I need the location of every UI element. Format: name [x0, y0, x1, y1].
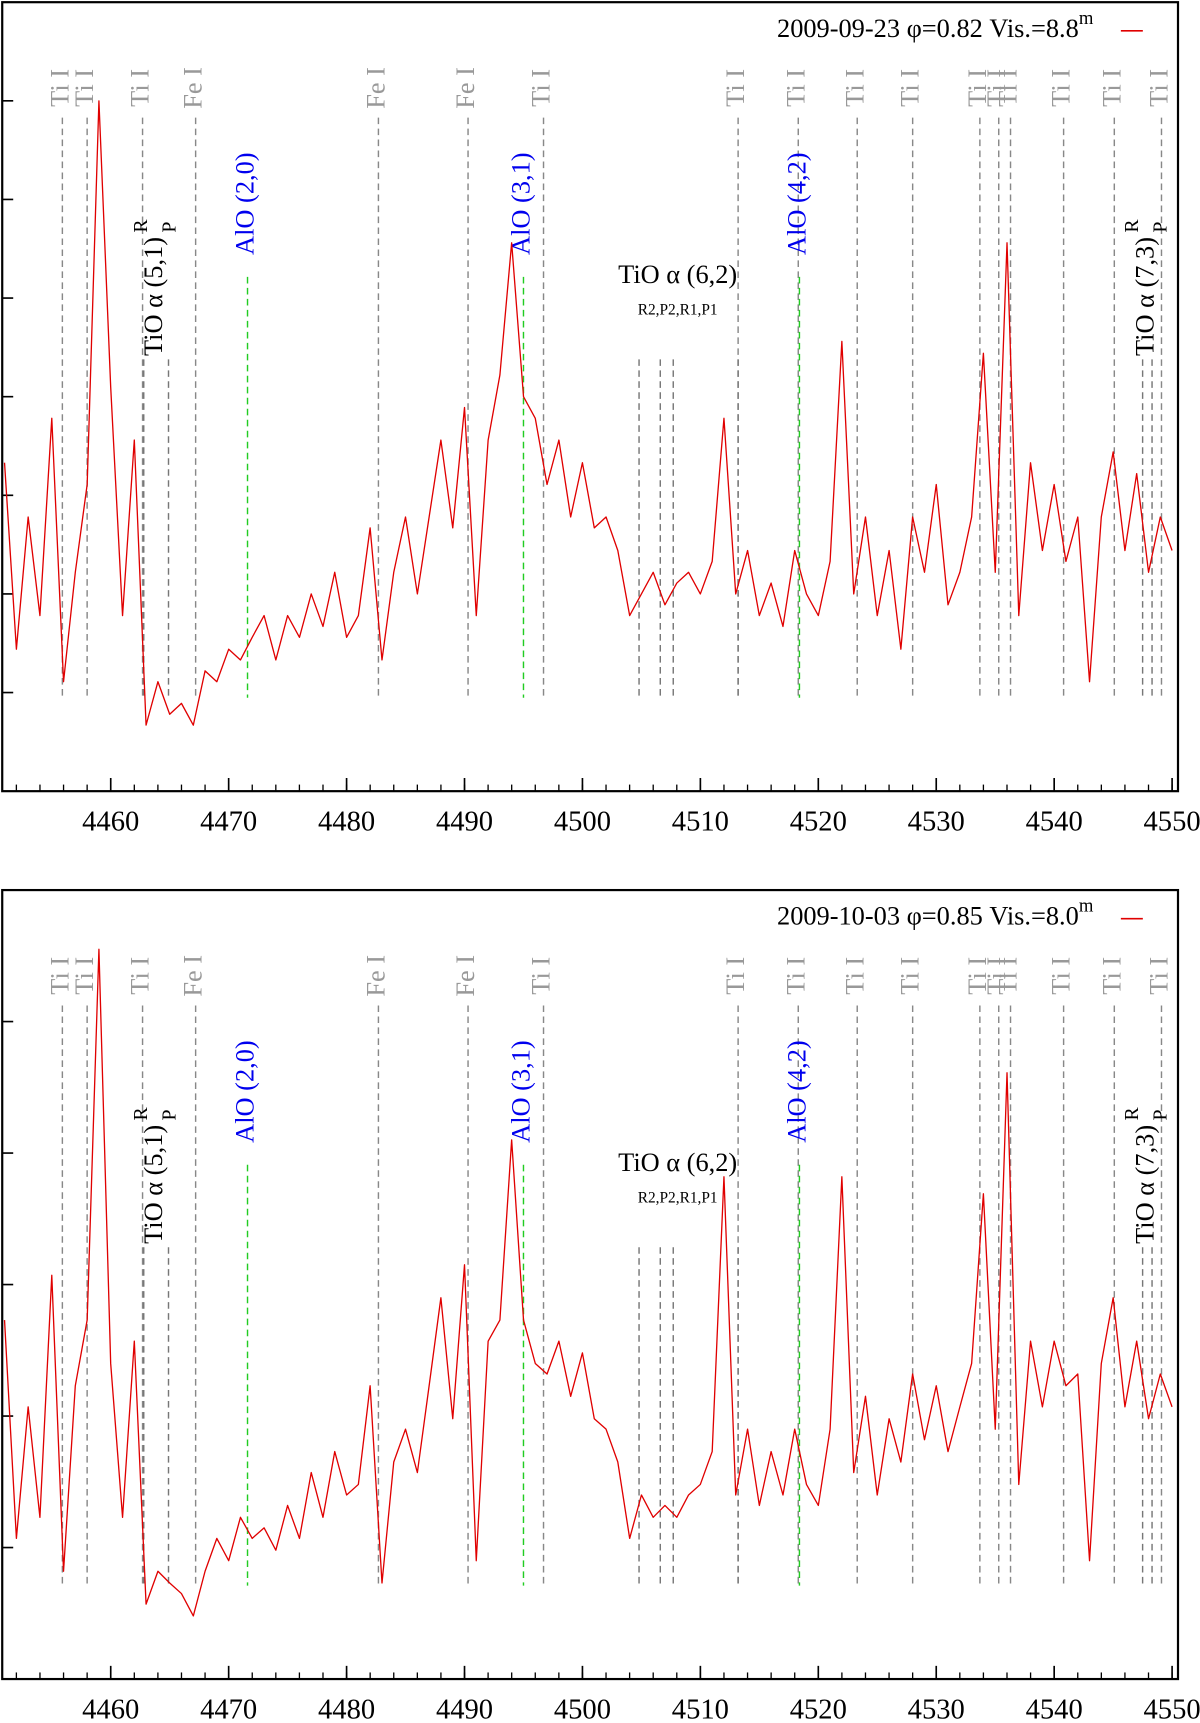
line-id-label: Ti I — [1145, 69, 1174, 107]
line-id-label: Ti I — [527, 69, 556, 107]
line-id-label: Ti I — [70, 69, 99, 107]
plot-frame — [1, 888, 1180, 1681]
legend-sup: m — [1079, 896, 1094, 917]
legend-name: 2009-10-03 φ=0.85 Vis.=8.0 — [777, 902, 1079, 931]
line-id-label: Fe I — [361, 67, 390, 109]
line-id-label: Fe I — [451, 955, 480, 997]
tio-label-sup: R — [129, 1106, 151, 1120]
line-id-label: Ti I — [896, 957, 925, 995]
legend-label: 2009-10-03 φ=0.85 Vis.=8.0m — [777, 896, 1094, 931]
x-tick-label: 4520 — [790, 807, 847, 838]
line-id-label: Ti I — [721, 957, 750, 995]
tio-label-sub: P — [158, 222, 180, 233]
alo-label: AlO (3,1) — [507, 152, 536, 255]
line-id-label: Ti I — [982, 957, 1011, 995]
line-id-label: Ti I — [126, 957, 155, 995]
line-id-label: Ti I — [963, 957, 992, 995]
tio-label-main: TiO α (5,1) — [139, 1125, 168, 1244]
tio-label: TiO α (6,2) — [618, 260, 737, 289]
line-id-label: Ti I — [45, 69, 74, 107]
tio-sublabel: R2,P2,R1,P1 — [638, 1189, 718, 1206]
x-tick-label: 4490 — [436, 807, 493, 838]
line-id-label: Ti I — [527, 957, 556, 995]
x-tick-label: 4530 — [908, 1695, 965, 1723]
spectrum-line — [3, 100, 1173, 726]
legend-name: 2009-09-23 φ=0.82 Vis.=8.8 — [777, 14, 1079, 43]
line-id-label: Ti I — [994, 69, 1023, 107]
tio-label-sup: R — [1121, 219, 1143, 233]
x-tick-label: 4460 — [82, 807, 139, 838]
legend-label: 2009-09-23 φ=0.82 Vis.=8.8m — [777, 8, 1094, 43]
line-id-label: Ti I — [45, 957, 74, 995]
line-id-label: Ti I — [840, 957, 869, 995]
line-id-label: Ti I — [1047, 69, 1076, 107]
alo-label: AlO (4,2) — [782, 1040, 811, 1143]
x-tick-label: 4540 — [1026, 1695, 1083, 1723]
tio-label: TiO α (5,1) R P — [129, 1106, 180, 1243]
spectrum-line — [3, 948, 1173, 1617]
x-tick-label: 4530 — [908, 807, 965, 838]
tio-label: TiO α (7,3) R P — [1121, 219, 1172, 356]
legend-sup: m — [1079, 8, 1094, 29]
line-id-label: Ti I — [982, 69, 1011, 107]
line-id-label: Fe I — [361, 955, 390, 997]
line-id-label: Ti I — [781, 957, 810, 995]
line-id-label: Ti I — [840, 69, 869, 107]
alo-label: AlO (2,0) — [231, 152, 260, 254]
x-tick-label: 4510 — [672, 807, 729, 838]
tio-label-sub: P — [158, 1109, 180, 1120]
tio-label-main: TiO α (7,3) — [1130, 1125, 1159, 1244]
tio-label-sub: P — [1149, 222, 1171, 233]
line-id-label: Ti I — [721, 69, 750, 107]
line-id-label: Ti I — [70, 957, 99, 995]
x-tick-label: 4500 — [554, 807, 611, 838]
alo-label: AlO (3,1) — [507, 1040, 536, 1143]
tio-label-main: TiO α (5,1) — [139, 237, 168, 356]
x-tick-label: 4510 — [672, 1695, 729, 1723]
x-tick-label: 4540 — [1026, 807, 1083, 838]
tio-label: TiO α (7,3) R P — [1121, 1106, 1172, 1243]
x-tick-label: 4550 — [1144, 1695, 1200, 1723]
line-id-label: Ti I — [994, 957, 1023, 995]
x-tick-label: 4480 — [318, 807, 375, 838]
line-id-label: Fe I — [179, 67, 208, 109]
tio-label-sup: R — [1121, 1106, 1143, 1120]
tio-label: TiO α (5,1) R P — [129, 219, 180, 356]
plot-frame — [1, 1, 1180, 793]
line-id-label: Ti I — [781, 69, 810, 107]
line-id-label: Ti I — [1047, 957, 1076, 995]
line-id-label: Ti I — [126, 69, 155, 107]
line-id-label: Ti I — [1097, 69, 1126, 107]
x-tick-label: 4470 — [200, 1695, 257, 1723]
tio-sublabel: R2,P2,R1,P1 — [638, 302, 718, 319]
line-id-label: Ti I — [896, 69, 925, 107]
tio-label: TiO α (6,2) — [618, 1148, 737, 1177]
alo-label: AlO (4,2) — [782, 152, 811, 255]
x-tick-label: 4480 — [318, 1695, 375, 1723]
x-tick-label: 4520 — [790, 1695, 847, 1723]
x-tick-label: 4490 — [436, 1695, 493, 1723]
line-id-label: Ti I — [1097, 957, 1126, 995]
tio-label-sub: P — [1149, 1109, 1171, 1120]
x-tick-label: 4550 — [1144, 807, 1200, 838]
tio-label-sup: R — [129, 219, 151, 233]
line-id-label: Fe I — [451, 67, 480, 109]
x-tick-label: 4470 — [200, 807, 257, 838]
line-id-label: Ti I — [1145, 957, 1174, 995]
line-id-label: Ti I — [963, 69, 992, 107]
x-tick-label: 4460 — [82, 1695, 139, 1723]
alo-label: AlO (2,0) — [231, 1040, 260, 1143]
tio-label-main: TiO α (7,3) — [1130, 237, 1159, 356]
x-tick-label: 4500 — [554, 1695, 611, 1723]
line-id-label: Fe I — [179, 955, 208, 997]
